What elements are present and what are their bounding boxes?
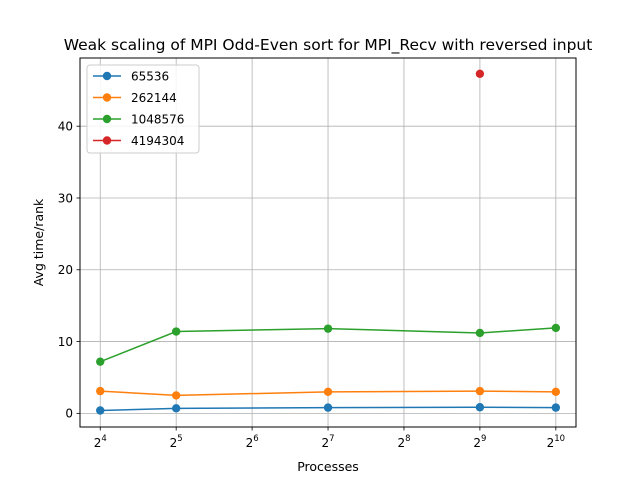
- x-tick-exponent-4: 8: [405, 434, 410, 444]
- x-tick-label-0: 24: [94, 434, 107, 450]
- series-4194304: [475, 69, 485, 78]
- data-point-1048576-2: [323, 324, 333, 333]
- data-point-262144-4: [551, 387, 561, 397]
- data-point-65536-3: [475, 403, 485, 412]
- data-point-65536-2: [323, 403, 333, 412]
- data-point-262144-2: [323, 387, 333, 397]
- data-point-1048576-4: [551, 323, 561, 333]
- data-point-1048576-3: [475, 328, 485, 338]
- data-point-262144-1: [171, 391, 181, 400]
- y-axis-label: Avg time/rank: [31, 198, 46, 286]
- x-tick-exponent-6: 10: [554, 434, 565, 444]
- x-tick-label-3: 27: [322, 434, 335, 450]
- x-tick-base-6: 2: [547, 436, 555, 450]
- x-tick-label-4: 28: [397, 434, 410, 450]
- y-tick-label-0: 0: [65, 407, 73, 421]
- x-tick-label-6: 210: [547, 434, 565, 450]
- series-1048576: [96, 323, 561, 366]
- x-tick-exponent-3: 7: [329, 434, 334, 444]
- x-tick-base-1: 2: [170, 436, 178, 450]
- legend: 65536 262144 1048576 4194304: [86, 64, 200, 154]
- x-tick-base-4: 2: [397, 436, 405, 450]
- legend-marker-4194304: [102, 136, 112, 145]
- data-point-65536-1: [171, 404, 181, 413]
- series-layer: [96, 69, 561, 415]
- legend-marker-1048576: [102, 114, 112, 124]
- data-point-65536-4: [551, 403, 561, 412]
- x-tick-base-2: 2: [246, 436, 254, 450]
- y-tick-label-4: 40: [58, 120, 73, 134]
- x-tick-label-2: 26: [246, 434, 259, 450]
- legend-box: [86, 64, 200, 154]
- chart-title: Weak scaling of MPI Odd-Even sort for MP…: [64, 36, 593, 55]
- legend-label-1048576: 1048576: [131, 112, 184, 126]
- x-tick-base-0: 2: [94, 436, 102, 450]
- data-point-4194304-0: [475, 69, 485, 78]
- legend-marker-65536: [102, 71, 112, 81]
- data-point-262144-0: [96, 386, 105, 396]
- data-point-262144-3: [475, 386, 485, 396]
- y-tick-label-2: 20: [58, 263, 73, 277]
- data-point-65536-0: [96, 406, 105, 415]
- x-tick-exponent-1: 5: [177, 434, 182, 444]
- x-tick-label-1: 25: [170, 434, 183, 450]
- x-tick-exponent-0: 4: [101, 434, 106, 444]
- legend-marker-262144: [102, 93, 112, 102]
- series-65536: [96, 403, 561, 415]
- data-point-1048576-1: [171, 327, 181, 336]
- x-tick-base-5: 2: [473, 436, 481, 450]
- x-axis-label: Processes: [297, 459, 359, 474]
- legend-label-262144: 262144: [131, 91, 177, 105]
- grid: [80, 58, 576, 427]
- series-262144: [96, 386, 561, 400]
- y-tick-label-3: 30: [58, 191, 73, 205]
- legend-label-65536: 65536: [131, 69, 169, 83]
- legend-label-4194304: 4194304: [131, 134, 184, 148]
- x-tick-label-5: 29: [473, 434, 486, 450]
- y-tick-label-1: 10: [58, 335, 73, 349]
- x-tick-exponent-5: 9: [481, 434, 486, 444]
- data-point-1048576-0: [96, 357, 105, 366]
- x-tick-base-3: 2: [322, 436, 330, 450]
- x-tick-exponent-2: 6: [253, 434, 258, 444]
